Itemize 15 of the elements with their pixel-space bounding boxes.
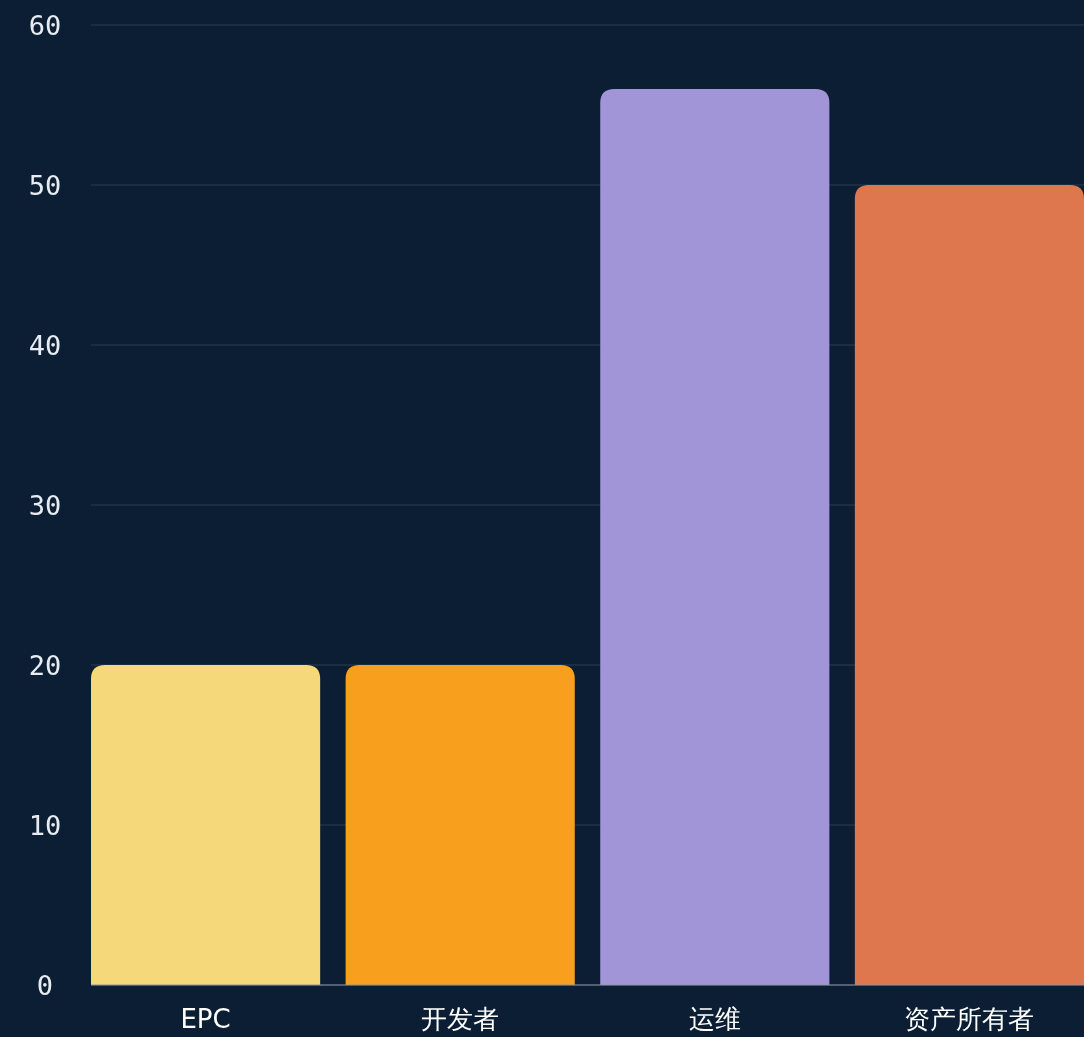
y-tick-label: 20 — [28, 649, 62, 681]
bar — [345, 665, 575, 985]
x-tick-label: 资产所有者 — [904, 1004, 1035, 1034]
x-tick-label: 开发者 — [421, 1004, 500, 1034]
y-tick-label: 10 — [28, 809, 62, 841]
y-tick-label: 0 — [36, 969, 54, 1001]
x-tick-label: 运维 — [688, 1004, 741, 1034]
bar — [91, 665, 321, 985]
bar — [600, 89, 830, 985]
y-tick-label: 30 — [28, 489, 62, 521]
y-tick-label: 40 — [28, 329, 62, 361]
x-tick-label: EPC — [180, 1004, 231, 1034]
y-tick-label: 50 — [28, 169, 62, 201]
y-tick-label: 60 — [28, 9, 62, 41]
bar — [854, 185, 1084, 985]
